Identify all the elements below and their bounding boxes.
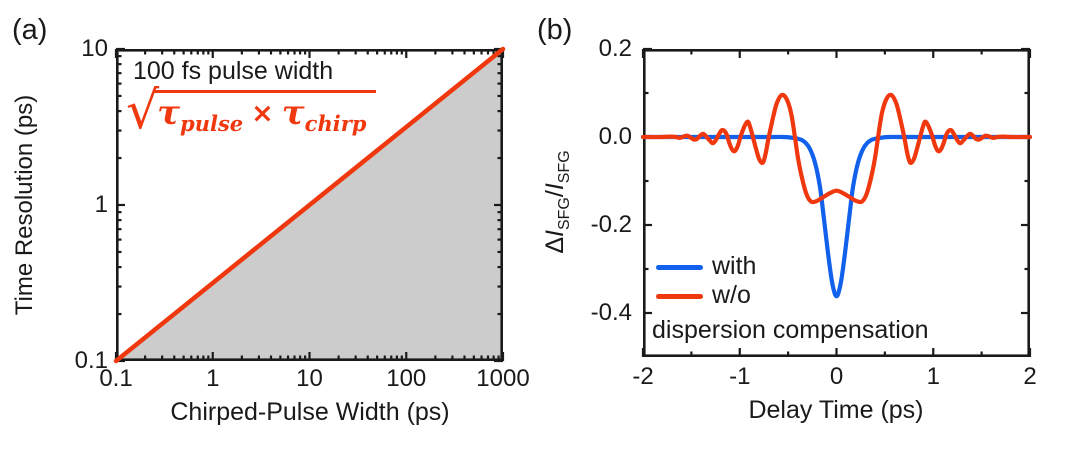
slash: / (541, 190, 569, 198)
panel-b-x-axis-title: Delay Time (ps) (748, 396, 924, 424)
legend-label-with: with (712, 252, 757, 280)
panel-b-x-tick-label: -2 (632, 363, 654, 390)
panel-a-y-tick-label: 0.1 (74, 347, 108, 374)
legend-swatch-wo (656, 294, 703, 299)
legend-swatch-with (656, 265, 703, 270)
panel-b-y-tick-label: 0.2 (598, 35, 632, 62)
panel-a-x-tick-label: 100 (386, 365, 427, 392)
tau-chirp-subscript: chirp (304, 111, 367, 136)
panel-a-x-axis-title: Chirped-Pulse Width (ps) (170, 398, 450, 426)
tau-pulse-subscript: pulse (180, 111, 244, 136)
panel-b-x-tick-label: 2 (1023, 363, 1037, 390)
legend-label-wo: w/o (712, 281, 751, 309)
intensity-symbol: I (541, 183, 569, 191)
sfg-subscript: SFG (556, 150, 573, 184)
panel-b-x-tick-label: 1 (926, 363, 940, 390)
panel-a-y-tick-label: 1 (94, 191, 108, 218)
panel-a-x-tick-label: 1 (206, 365, 220, 392)
panel-a-annotation: 100 fs pulse width (133, 57, 334, 85)
panel-b-y-tick-label: -0.4 (590, 299, 632, 326)
panel-b-y-tick-label: 0.0 (598, 123, 632, 150)
panel-b-tag: (b) (537, 14, 573, 46)
panel-b-y-tick-label: -0.2 (590, 211, 632, 238)
panel-a-y-tick-label: 10 (81, 35, 108, 62)
panel-a-x-tick-label: 0.1 (99, 365, 133, 392)
tau-pulse-symbol: τ (157, 93, 181, 133)
panel-a-x-tick-label: 10 (296, 365, 323, 392)
legend-note: dispersion compensation (652, 316, 929, 344)
radical-sign: √ (126, 81, 160, 141)
panel-a-tag: (a) (12, 14, 48, 46)
delta-symbol: Δ (541, 236, 569, 254)
formula-radicand: τ pulse × τ chirp (154, 90, 377, 136)
panel-b-x-tick-label: -1 (729, 363, 751, 390)
panel-a-plot (113, 46, 506, 364)
panel-b-plot (640, 47, 1033, 357)
panel-a-formula: √ τ pulse × τ chirp (126, 81, 377, 141)
tau-chirp-symbol: τ (281, 93, 305, 133)
panel-b-x-tick-label: 0 (829, 363, 844, 390)
multiply-sign: × (251, 98, 274, 129)
panel-a-x-tick-label: 1000 (476, 365, 530, 392)
